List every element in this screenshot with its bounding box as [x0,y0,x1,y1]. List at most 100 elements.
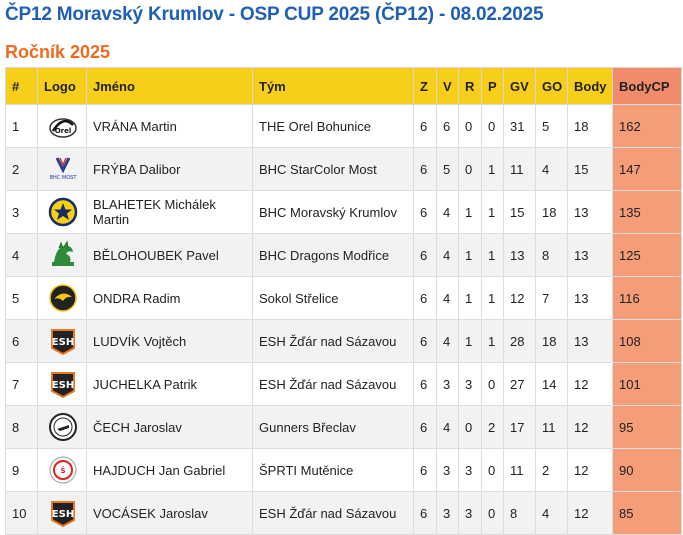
cell-logo [37,190,87,234]
cell-gv: 31 [503,104,536,148]
cell-v: 4 [436,233,459,277]
table-row: 8 ČECH Jaroslav Gunners Břeclav 6 4 0 2 17 11 12 9… [5,405,682,449]
cell-go: 14 [535,362,568,406]
cell-name: ONDRA Radim [86,276,253,320]
cell-team: BHC StarColor Most [252,147,414,191]
cell-name: ČECH Jaroslav [86,405,253,449]
col-z: Z [413,67,437,105]
cell-logo [37,233,87,277]
cell-name: FRÝBA Dalibor [86,147,253,191]
cell-bodycp: 116 [612,276,682,320]
sprti-logo: Š [48,455,78,485]
cell-bodycp: 125 [612,233,682,277]
cell-r: 0 [458,405,482,449]
cell-p: 0 [481,448,504,492]
cell-bodycp: 95 [612,405,682,449]
table-row: 9 Š HAJDUCH Jan Gabriel ŠPRTI Mutěnice 6 3 3 0 1… [5,448,682,492]
col-rank: # [5,67,38,105]
col-team: Tým [252,67,414,105]
cell-bodycp: 101 [612,362,682,406]
cell-bodycp: 85 [612,491,682,535]
cell-body: 13 [567,190,613,234]
cell-r: 1 [458,319,482,363]
cell-p: 1 [481,319,504,363]
col-name: Jméno [86,67,253,105]
cell-bodycp: 162 [612,104,682,148]
table-row: 6 ESH LUDVÍK Vojtěch ESH Žďár nad Sázavou 6 4… [5,319,682,363]
cell-r: 1 [458,233,482,277]
cell-name: BĚLOHOUBEK Pavel [86,233,253,277]
cell-p: 1 [481,147,504,191]
cell-logo [37,276,87,320]
cell-z: 6 [413,448,437,492]
cell-bodycp: 135 [612,190,682,234]
esh-logo: ESH [48,498,78,528]
cell-body: 18 [567,104,613,148]
col-logo: Logo [37,67,87,105]
cell-name: LUDVÍK Vojtěch [86,319,253,363]
cell-r: 3 [458,448,482,492]
cell-rank: 2 [5,147,38,191]
cell-logo: ESH [37,362,87,406]
cell-v: 4 [436,319,459,363]
cell-r: 0 [458,104,482,148]
svg-text:ESH: ESH [52,337,74,348]
cell-body: 13 [567,233,613,277]
cell-team: BHC Dragons Modřice [252,233,414,277]
cell-rank: 9 [5,448,38,492]
cell-body: 15 [567,147,613,191]
cell-z: 6 [413,233,437,277]
cell-p: 1 [481,233,504,277]
cell-v: 3 [436,491,459,535]
cell-logo: Š [37,448,87,492]
section-title: Ročník 2025 [5,42,111,62]
cell-name: JUCHELKA Patrik [86,362,253,406]
cell-go: 7 [535,276,568,320]
table-row: 4 BĚLOHOUBEK Pavel BHC Dragons Modřice 6 4 1 1… [5,233,682,277]
cell-z: 6 [413,362,437,406]
cell-bodycp: 108 [612,319,682,363]
svg-text:ESH: ESH [52,509,74,520]
cell-go: 4 [535,147,568,191]
results-table: # Logo Jméno Tým Z V R P GV GO Body Body… [5,67,682,535]
cell-v: 6 [436,104,459,148]
cell-z: 6 [413,190,437,234]
cell-z: 6 [413,319,437,363]
cell-logo [37,405,87,449]
cell-team: ESH Žďár nad Sázavou [252,362,414,406]
gunners-logo [48,412,78,442]
col-go: GO [535,67,568,105]
cell-body: 13 [567,276,613,320]
cell-logo: ESH [37,319,87,363]
svg-text:Š: Š [60,466,65,475]
cell-go: 18 [535,190,568,234]
cell-team: ESH Žďár nad Sázavou [252,491,414,535]
cell-logo: BHC MOST [37,147,87,191]
col-v: V [436,67,459,105]
cell-v: 4 [436,190,459,234]
col-p: P [481,67,504,105]
cell-rank: 7 [5,362,38,406]
cell-gv: 8 [503,491,536,535]
cell-body: 12 [567,405,613,449]
cell-z: 6 [413,104,437,148]
cell-v: 5 [436,147,459,191]
cell-body: 12 [567,491,613,535]
sokol-strelice-logo [48,283,78,313]
cell-team: BHC Moravský Krumlov [252,190,414,234]
cell-go: 5 [535,104,568,148]
cell-go: 4 [535,491,568,535]
col-gv: GV [503,67,536,105]
cell-r: 1 [458,190,482,234]
orel-logo: Orel [48,111,78,141]
cell-gv: 17 [503,405,536,449]
cell-body: 13 [567,319,613,363]
cell-rank: 4 [5,233,38,277]
cell-go: 11 [535,405,568,449]
cell-rank: 1 [5,104,38,148]
cell-z: 6 [413,405,437,449]
cell-body: 12 [567,448,613,492]
cell-rank: 6 [5,319,38,363]
cell-team: THE Orel Bohunice [252,104,414,148]
bhc-most-logo: BHC MOST [48,154,78,184]
